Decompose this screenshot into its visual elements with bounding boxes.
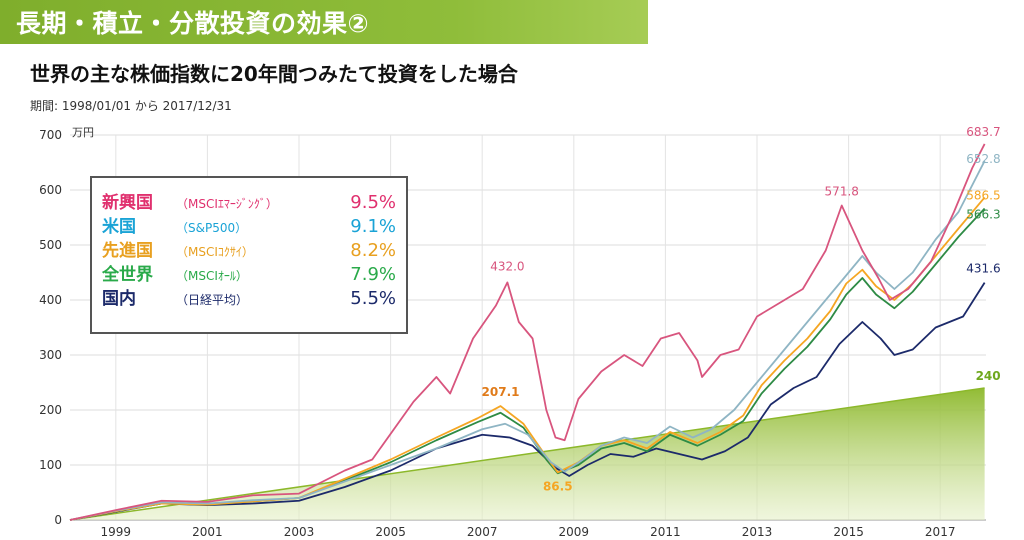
series-line <box>69 143 986 521</box>
title-banner: 長期・積立・分散投資の効果② <box>0 0 648 44</box>
legend-row: 先進国 （MSCIｺｸｻｲ） 8.2% <box>102 236 406 261</box>
y-tick-label: 300 <box>39 348 62 362</box>
series-line <box>69 160 986 521</box>
y-tick-label: 0 <box>54 513 62 527</box>
legend-index: （S&P500） <box>176 221 248 235</box>
chart-subtitle: 世界の主な株価指数に20年間つみたて投資をした場合 <box>30 62 518 86</box>
page-title: 長期・積立・分散投資の効果② <box>16 9 370 38</box>
x-tick-label: 2009 <box>559 525 590 539</box>
legend-rate: 9.1% <box>350 216 396 237</box>
value-label: 683.7 <box>966 125 1000 139</box>
legend-name: 全世界 <box>102 265 153 285</box>
value-label: 571.8 <box>825 185 859 199</box>
x-tick-label: 2015 <box>833 525 864 539</box>
x-tick-label: 2013 <box>742 525 773 539</box>
x-tick-label: 2001 <box>192 525 223 539</box>
value-label: 432.0 <box>490 259 524 273</box>
legend-rate: 5.5% <box>350 288 396 309</box>
x-tick-label: 2017 <box>925 525 956 539</box>
legend-box: 新興国 （MSCIｴﾏｰｼﾞﾝｸﾞ） 9.5% 米国 （S&P500） 9.1%… <box>90 176 408 334</box>
y-tick-label: 500 <box>39 238 62 252</box>
y-tick-label: 100 <box>39 458 62 472</box>
y-tick-label: 700 <box>39 128 62 142</box>
x-tick-label: 2007 <box>467 525 498 539</box>
x-tick-label: 2005 <box>375 525 406 539</box>
legend-rate: 8.2% <box>350 240 396 261</box>
legend-index: （MSCIｺｸｻｲ） <box>176 245 254 259</box>
legend-index: （日経平均） <box>176 293 249 307</box>
series-line <box>69 196 986 521</box>
legend-index: （MSCIｵｰﾙ） <box>176 269 248 283</box>
legend-name: 先進国 <box>102 241 153 261</box>
period-label: 期間: 1998/01/01 から 2017/12/31 <box>30 99 232 113</box>
y-axis-unit: 万円 <box>72 126 94 139</box>
value-label: 586.5 <box>966 188 1000 202</box>
value-label: 431.6 <box>966 262 1000 276</box>
value-label: 240 <box>976 369 1001 383</box>
x-tick-label: 1999 <box>101 525 132 539</box>
value-label: 86.5 <box>543 479 573 493</box>
x-tick-label: 2003 <box>284 525 315 539</box>
legend-row: 全世界 （MSCIｵｰﾙ） 7.9% <box>102 260 406 285</box>
legend-name: 国内 <box>102 289 136 309</box>
value-label: 566.3 <box>966 208 1000 222</box>
legend-row: 米国 （S&P500） 9.1% <box>102 212 406 237</box>
y-tick-label: 200 <box>39 403 62 417</box>
legend-row: 国内 （日経平均） 5.5% <box>102 284 406 309</box>
legend-rate: 7.9% <box>350 264 396 285</box>
legend-rate: 9.5% <box>350 192 396 213</box>
y-tick-label: 600 <box>39 183 62 197</box>
legend-index: （MSCIｴﾏｰｼﾞﾝｸﾞ） <box>176 197 278 211</box>
principal-line <box>69 387 985 521</box>
x-tick-label: 2011 <box>650 525 681 539</box>
legend-name: 新興国 <box>102 193 153 213</box>
legend-name: 米国 <box>102 217 136 237</box>
value-label: 207.1 <box>482 385 520 399</box>
value-label: 652.8 <box>966 152 1000 166</box>
y-tick-label: 400 <box>39 293 62 307</box>
legend-row: 新興国 （MSCIｴﾏｰｼﾞﾝｸﾞ） 9.5% <box>102 188 406 213</box>
series-line <box>69 282 986 521</box>
